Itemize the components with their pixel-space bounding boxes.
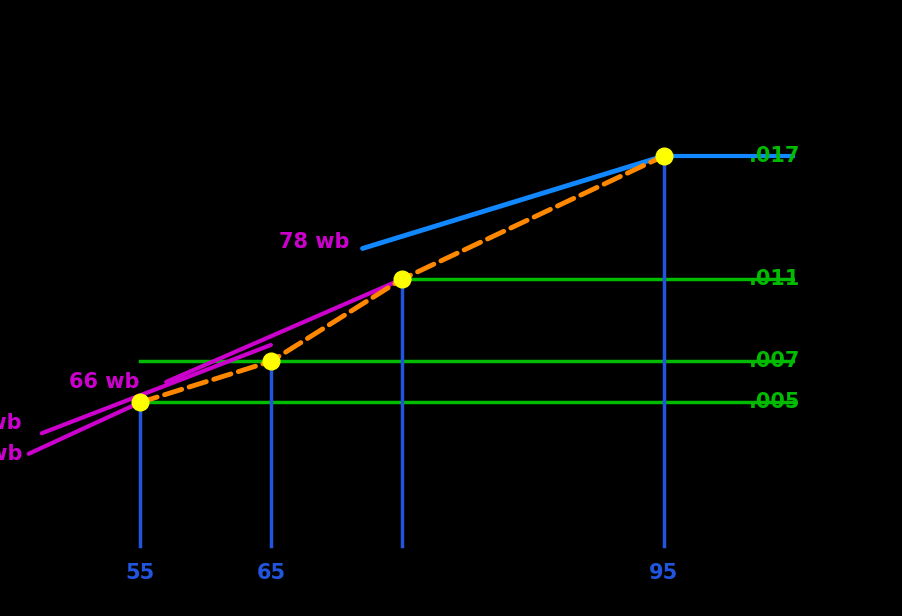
Text: .011: .011 [748, 269, 799, 290]
Text: 46 wb: 46 wb [0, 444, 22, 464]
Text: 66 wb: 66 wb [69, 372, 140, 392]
Text: .017: .017 [748, 146, 799, 166]
Text: 65: 65 [256, 562, 285, 583]
Text: 55: 55 [125, 562, 154, 583]
Text: .005: .005 [748, 392, 799, 413]
Text: .007: .007 [748, 351, 799, 371]
Text: 78 wb: 78 wb [279, 232, 349, 253]
Text: 95: 95 [649, 562, 677, 583]
Text: 54 wb: 54 wb [0, 413, 22, 433]
